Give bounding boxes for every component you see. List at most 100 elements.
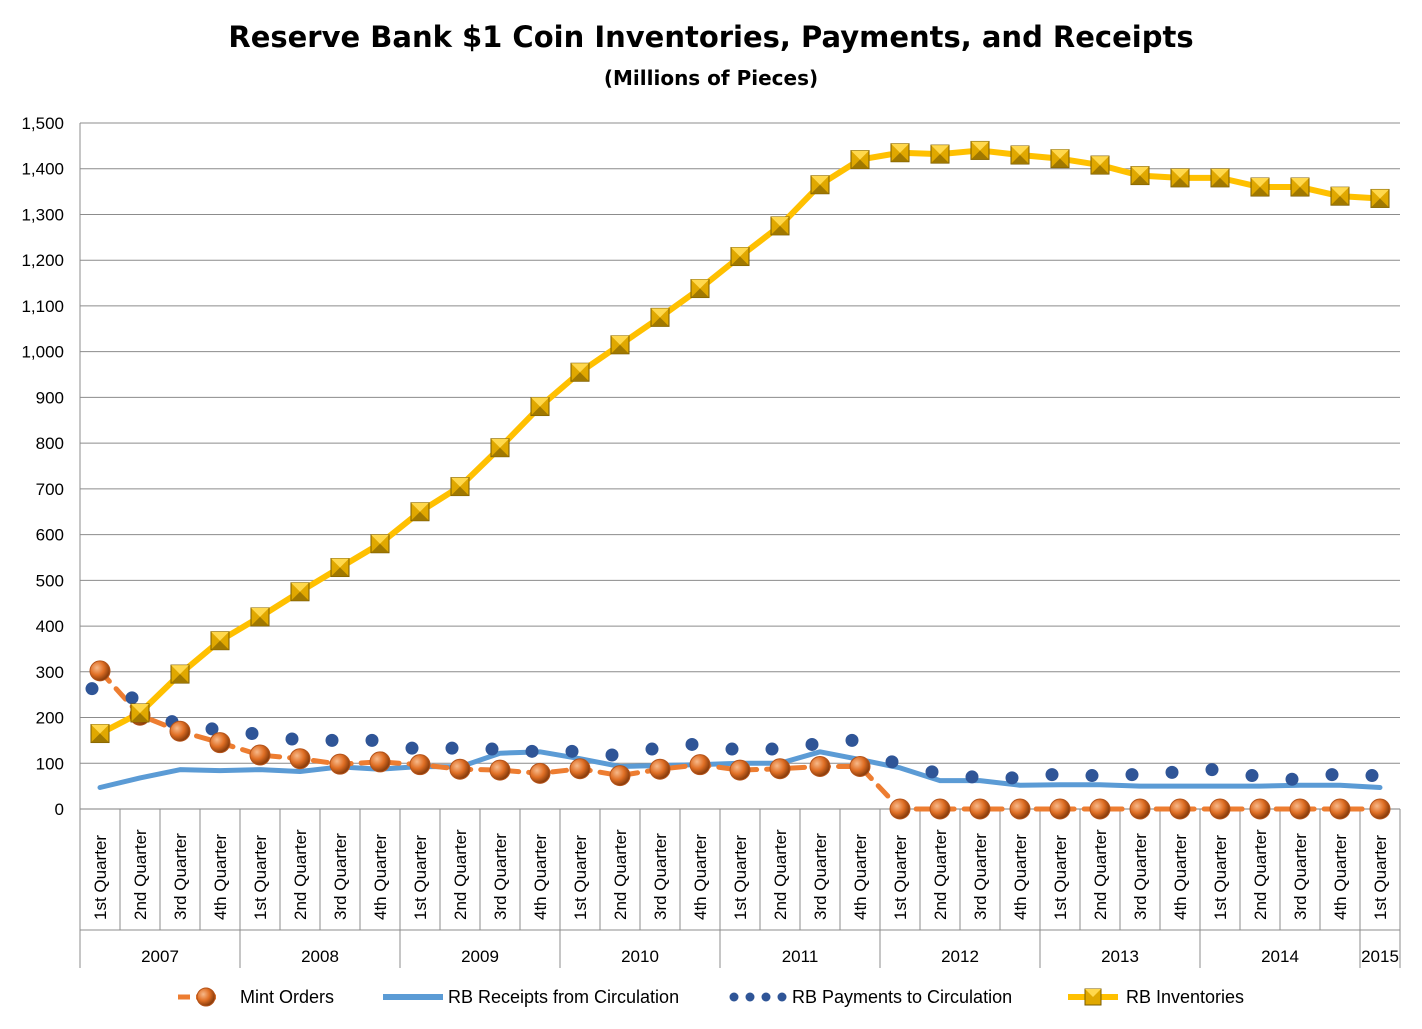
point-inventories-facet <box>931 145 949 155</box>
point-inventories-facet <box>211 640 229 650</box>
point-inventories-facet <box>291 591 309 601</box>
point-inventories-facet <box>1251 187 1269 197</box>
point-payments <box>205 722 219 736</box>
point-payments <box>645 742 659 756</box>
category-label: 1st Quarter <box>571 835 590 920</box>
legend-marker-mint-orders <box>196 987 216 1007</box>
point-mint-orders <box>329 753 351 775</box>
chart-title: Reserve Bank $1 Coin Inventories, Paymen… <box>228 20 1194 54</box>
category-label: 3rd Quarter <box>171 833 190 920</box>
category-label: 2nd Quarter <box>291 829 310 920</box>
point-payments <box>605 748 619 762</box>
point-inventories-facet <box>571 372 589 382</box>
y-tick-label: 200 <box>36 709 64 728</box>
y-tick-label: 1,100 <box>21 297 64 316</box>
point-mint-orders <box>609 765 631 787</box>
point-mint-orders <box>1249 798 1271 820</box>
point-payments <box>1245 769 1259 783</box>
point-mint-orders <box>969 798 991 820</box>
point-mint-orders <box>929 798 951 820</box>
legend-marker-facet <box>1085 989 1101 997</box>
point-inventories-facet <box>811 175 829 185</box>
y-tick-label: 1,400 <box>21 160 64 179</box>
point-mint-orders <box>409 754 431 776</box>
point-inventories-facet <box>371 543 389 553</box>
point-payments <box>1365 769 1379 783</box>
point-payments <box>485 742 499 756</box>
point-mint-orders <box>449 758 471 780</box>
point-payments <box>725 742 739 756</box>
category-label: 2nd Quarter <box>131 829 150 920</box>
point-mint-orders <box>249 744 271 766</box>
point-inventories-facet <box>1331 187 1349 197</box>
point-inventories-facet <box>131 712 149 722</box>
category-label: 4th Quarter <box>691 834 710 920</box>
point-inventories-facet <box>611 344 629 354</box>
point-payments <box>965 770 979 784</box>
point-inventories-facet <box>331 567 349 577</box>
point-payments <box>565 744 579 758</box>
category-label: 1st Quarter <box>411 835 430 920</box>
point-inventories-facet <box>1011 155 1029 165</box>
point-mint-orders <box>369 751 391 773</box>
point-mint-orders <box>729 759 751 781</box>
point-inventories-facet <box>891 143 909 153</box>
category-label: 2nd Quarter <box>931 829 950 920</box>
point-inventories-facet <box>771 216 789 226</box>
legend-marker-payments <box>745 992 755 1002</box>
point-inventories-facet <box>1171 177 1189 187</box>
point-inventories-facet <box>251 607 269 617</box>
point-inventories-facet <box>451 477 469 487</box>
point-payments <box>1325 768 1339 782</box>
point-inventories-facet <box>851 159 869 169</box>
point-mint-orders <box>529 762 551 784</box>
legend-label-payments: RB Payments to Circulation <box>792 987 1012 1007</box>
point-inventories-facet <box>451 486 469 496</box>
category-label: 2nd Quarter <box>1251 829 1270 920</box>
point-payments <box>885 755 899 769</box>
point-inventories-facet <box>1291 187 1309 197</box>
point-mint-orders <box>569 758 591 780</box>
series-line-mint-orders <box>97 668 1383 812</box>
point-inventories-facet <box>731 247 749 257</box>
legend-label-receipts: RB Receipts from Circulation <box>448 987 679 1007</box>
category-label: 1st Quarter <box>1051 835 1070 920</box>
y-tick-label: 1,500 <box>21 114 64 133</box>
point-payments <box>1005 771 1019 785</box>
series-line-inventories <box>98 147 1381 737</box>
point-payments <box>805 737 819 751</box>
point-mint-orders <box>1289 798 1311 820</box>
point-inventories-facet <box>1211 177 1229 187</box>
point-payments <box>365 733 379 747</box>
point-inventories-facet <box>1091 156 1109 166</box>
point-mint-orders <box>1009 798 1031 820</box>
point-inventories-facet <box>411 511 429 521</box>
category-label: 2nd Quarter <box>1091 829 1110 920</box>
point-mint-orders <box>1049 798 1071 820</box>
point-inventories-facet <box>971 141 989 151</box>
category-label: 3rd Quarter <box>971 833 990 920</box>
category-label: 2nd Quarter <box>451 829 470 920</box>
point-mint-orders <box>1169 798 1191 820</box>
point-payments <box>405 741 419 755</box>
point-inventories-facet <box>171 665 189 675</box>
point-payments <box>1165 765 1179 779</box>
point-inventories-facet <box>691 288 709 298</box>
category-label: 2nd Quarter <box>611 829 630 920</box>
point-inventories-facet <box>771 225 789 235</box>
point-inventories-facet <box>411 502 429 512</box>
point-mint-orders <box>1329 798 1351 820</box>
y-tick-label: 1,300 <box>21 205 64 224</box>
point-inventories-facet <box>91 733 109 743</box>
y-tick-label: 800 <box>36 434 64 453</box>
point-inventories-facet <box>291 582 309 592</box>
category-label: 3rd Quarter <box>811 833 830 920</box>
y-tick-label: 900 <box>36 388 64 407</box>
category-label: 4th Quarter <box>371 834 390 920</box>
category-label: 1st Quarter <box>1211 835 1230 920</box>
point-payments <box>445 741 459 755</box>
point-mint-orders <box>169 720 191 742</box>
legend-marker-payments <box>761 992 771 1002</box>
point-payments <box>1125 768 1139 782</box>
